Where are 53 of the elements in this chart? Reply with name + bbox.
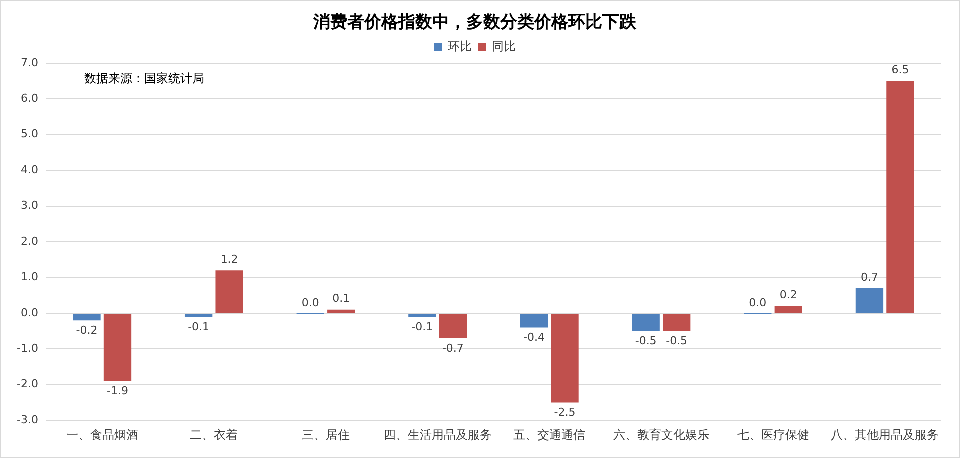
x-tick-label: 七、医疗保健 [737,428,810,442]
data-label: 0.7 [860,270,878,284]
x-tick-label: 五、交通通信 [514,428,586,442]
data-label: -0.1 [412,320,434,334]
data-label: -0.5 [635,334,657,348]
data-label: -2.5 [554,406,576,420]
data-label: 0.2 [780,288,798,302]
bar [73,314,101,321]
data-label: 0.1 [332,292,350,306]
bar [439,314,468,338]
x-tick-label: 四、生活用品及服务 [384,428,492,442]
data-label: -0.2 [76,324,98,337]
data-label: 6.5 [892,64,910,77]
data-label: -0.5 [666,334,688,348]
data-label: -1.9 [107,384,128,398]
y-tick-label: 7.0 [20,56,38,70]
bar [328,310,356,313]
y-tick-label: -1.0 [16,342,38,356]
bar [662,314,691,332]
bar [551,314,579,403]
x-tick-label: 二、衣着 [190,428,238,442]
data-label: 0.0 [749,296,767,310]
y-tick-label: 3.0 [20,199,38,212]
bar [856,288,884,313]
data-label: 1.2 [220,252,238,266]
y-tick-label: 4.0 [20,163,38,176]
y-tick-label: -2.0 [16,378,38,391]
y-tick-label: 2.0 [20,234,38,248]
bar [184,314,213,318]
y-tick-label: 1.0 [20,270,38,284]
y-tick-label: 5.0 [20,128,38,141]
x-tick-label: 三、居住 [302,428,350,442]
x-tick-label: 一、食品烟酒 [66,428,138,442]
bar [520,314,548,328]
annotation: 数据来源：国家统计局 [84,72,204,86]
bar [408,314,436,318]
bar [104,314,132,382]
y-tick-label: -3.0 [16,413,38,426]
bar [774,306,802,313]
x-tick-label: 六、教育文化娱乐 [613,428,710,442]
data-label: -0.1 [188,320,210,334]
y-tick-label: 6.0 [20,92,38,105]
bar [886,81,914,313]
data-label: -0.4 [524,331,545,344]
legend-label: 环比 [448,40,472,54]
x-tick-label: 八、其他用品及服务 [831,428,940,442]
bar [632,314,660,332]
bar [216,270,244,313]
data-label: -0.7 [442,342,464,355]
data-label: 0.0 [302,296,320,310]
y-tick-label: 0.0 [20,306,38,320]
legend-label: 同比 [492,40,516,54]
chart-title: 消费者价格指数中，多数分类价格环比下跌 [312,12,638,33]
